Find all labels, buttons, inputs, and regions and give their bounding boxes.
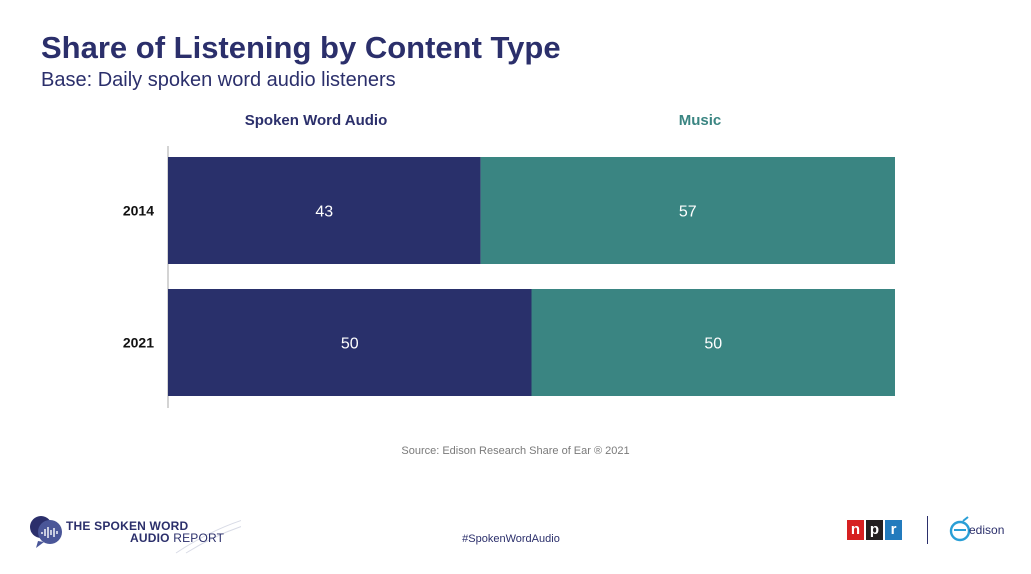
stacked-bar-chart: 2014 43 57 2021 50 50 bbox=[123, 146, 895, 408]
report-title-audio: AUDIO bbox=[130, 531, 170, 545]
data-label-spoken-word-audio-2021: 50 bbox=[341, 336, 359, 353]
footer: THE SPOKEN WORD AUDIO REPORT #SpokenWord… bbox=[0, 500, 1031, 574]
bar-music-2014 bbox=[480, 157, 895, 264]
data-label-music-2021: 50 bbox=[704, 336, 722, 353]
bar-music-2021 bbox=[531, 289, 895, 396]
npr-logo: n p r bbox=[847, 520, 904, 540]
hashtag: #SpokenWordAudio bbox=[462, 533, 560, 545]
report-title-line1: THE SPOKEN WORD bbox=[66, 519, 189, 533]
npr-letter-r: r bbox=[885, 520, 902, 540]
category-label-2021: 2021 bbox=[123, 335, 154, 351]
bar-spoken-word-audio-2021 bbox=[168, 289, 532, 396]
data-label-music-2014: 57 bbox=[679, 204, 697, 221]
npr-letter-n: n bbox=[847, 520, 864, 540]
category-label-2014: 2014 bbox=[123, 203, 154, 219]
logo-divider bbox=[927, 516, 928, 544]
page-subtitle: Base: Daily spoken word audio listeners bbox=[41, 69, 396, 91]
edison-wordmark: edison bbox=[969, 523, 1005, 537]
source-note: Source: Edison Research Share of Ear ® 2… bbox=[401, 445, 630, 457]
legend-spoken-word: Spoken Word Audio bbox=[244, 112, 388, 129]
bar-spoken-word-audio-2014 bbox=[168, 157, 481, 264]
npr-letter-p: p bbox=[866, 520, 883, 540]
edison-swirl-icon bbox=[949, 516, 971, 542]
page-title: Share of Listening by Content Type bbox=[41, 30, 561, 65]
edison-logo: edison bbox=[949, 515, 1019, 547]
data-label-spoken-word-audio-2014: 43 bbox=[315, 204, 333, 221]
legend-music: Music bbox=[678, 112, 722, 129]
report-title-report: REPORT bbox=[169, 531, 225, 545]
report-title-line2: AUDIO REPORT bbox=[130, 531, 224, 545]
